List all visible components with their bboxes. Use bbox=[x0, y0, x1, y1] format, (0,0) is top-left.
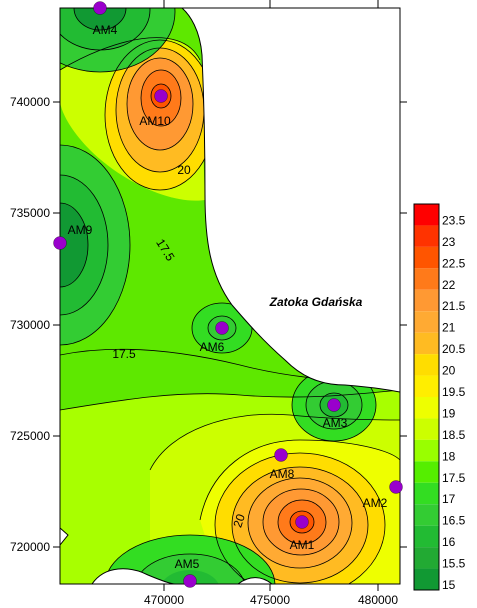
contour-label: 20 bbox=[230, 512, 248, 529]
station-markers bbox=[53, 1, 403, 588]
legend-swatch bbox=[414, 354, 439, 376]
y-tick-label: 740000 bbox=[10, 95, 50, 109]
plot-frame bbox=[59, 7, 401, 585]
legend-label: 23.5 bbox=[442, 213, 466, 227]
legend-label: 18 bbox=[442, 449, 456, 463]
station-label-am5: AM5 bbox=[175, 557, 200, 571]
legend-label: 23 bbox=[442, 235, 456, 249]
legend-swatch bbox=[414, 311, 439, 333]
legend-swatch bbox=[414, 568, 439, 590]
contour-map bbox=[60, 8, 400, 584]
sea-area bbox=[181, 8, 400, 393]
legend-swatch bbox=[414, 461, 439, 483]
legend-swatch bbox=[414, 268, 439, 290]
station-marker-am3 bbox=[327, 398, 341, 412]
station-marker-am6 bbox=[215, 321, 229, 335]
station-marker-am8 bbox=[274, 448, 288, 462]
legend-swatch bbox=[414, 225, 439, 247]
contour-label: 17.5 bbox=[112, 347, 136, 361]
station-label-am6: AM6 bbox=[200, 340, 225, 354]
bottom-inlet bbox=[91, 568, 176, 584]
legend-swatch bbox=[414, 332, 439, 355]
legend-label: 17.5 bbox=[442, 471, 466, 485]
contour-label: 20 bbox=[177, 163, 191, 177]
legend-swatch bbox=[414, 289, 439, 312]
legend-swatch bbox=[414, 204, 439, 226]
sea-label: Zatoka Gdańska bbox=[269, 295, 363, 309]
legend-swatch bbox=[414, 525, 439, 548]
legend-label: 21 bbox=[442, 321, 456, 335]
station-marker-am1 bbox=[295, 515, 309, 529]
legend-label: 19 bbox=[442, 406, 456, 420]
legend-frame bbox=[413, 203, 440, 591]
station-label-am2: AM2 bbox=[363, 496, 388, 510]
field-am4-3 bbox=[74, 8, 126, 30]
station-marker-am9 bbox=[53, 236, 67, 250]
legend-label: 17 bbox=[442, 492, 456, 506]
x-tick-label: 475000 bbox=[250, 593, 290, 607]
station-marker-am10 bbox=[154, 89, 168, 103]
legend-swatch bbox=[414, 547, 439, 569]
legend-label: 20 bbox=[442, 364, 456, 378]
station-label-am10: AM10 bbox=[139, 114, 171, 128]
y-tick-label: 730000 bbox=[10, 318, 50, 332]
field-am9-3 bbox=[60, 203, 88, 287]
coast-notch bbox=[60, 527, 69, 546]
x-tick-label: 480000 bbox=[358, 593, 398, 607]
legend-label: 21.5 bbox=[442, 299, 466, 313]
legend-label: 22.5 bbox=[442, 256, 466, 270]
station-marker-am5 bbox=[183, 574, 197, 588]
axis-ticks bbox=[53, 0, 407, 591]
station-marker-am4 bbox=[93, 1, 107, 15]
legend-swatch bbox=[414, 397, 439, 419]
y-tick-label: 725000 bbox=[10, 429, 50, 443]
legend-swatch bbox=[414, 375, 439, 397]
legend-label: 15.5 bbox=[442, 557, 466, 571]
x-tick-label: 470000 bbox=[144, 593, 184, 607]
legend-label: 19.5 bbox=[442, 385, 466, 399]
legend-swatch bbox=[414, 504, 439, 526]
legend-label: 20.5 bbox=[442, 342, 466, 356]
legend-label: 18.5 bbox=[442, 428, 466, 442]
station-label-am9: AM9 bbox=[68, 223, 93, 237]
legend-swatch bbox=[414, 246, 439, 269]
y-tick-label: 720000 bbox=[10, 540, 50, 554]
legend-label: 16.5 bbox=[442, 514, 466, 528]
legend-swatch bbox=[414, 439, 439, 462]
station-label-am8: AM8 bbox=[270, 467, 295, 481]
station-marker-am2 bbox=[389, 480, 403, 494]
legend: 23.5 23 22.5 22 21.5 21 20.5 20 19.5 19 18.5 18 17.5… bbox=[413, 203, 466, 592]
station-label-am1: AM1 bbox=[290, 538, 315, 552]
station-label-am3: AM3 bbox=[323, 416, 348, 430]
field-am5-2 bbox=[135, 554, 245, 584]
legend-label: 15 bbox=[442, 578, 456, 592]
legend-swatch bbox=[414, 418, 439, 440]
legend-label: 22 bbox=[442, 278, 456, 292]
legend-swatch bbox=[414, 482, 439, 505]
legend-label: 16 bbox=[442, 535, 456, 549]
y-tick-label: 735000 bbox=[10, 206, 50, 220]
station-label-am4: AM4 bbox=[93, 23, 118, 37]
